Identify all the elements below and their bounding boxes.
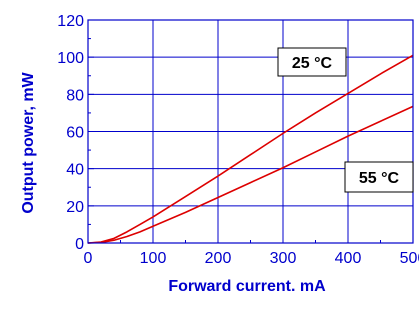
axis-ticks bbox=[87, 19, 414, 244]
series-line-0 bbox=[87, 54, 414, 244]
x-tick-label-0: 0 bbox=[84, 250, 93, 267]
x-tick-label-200: 200 bbox=[205, 250, 232, 267]
y-tick-labels: 0 20 40 60 80 100 120 bbox=[57, 13, 84, 253]
y-tick-label-80: 80 bbox=[66, 87, 84, 104]
y-tick-label-60: 60 bbox=[66, 125, 84, 142]
x-tick-labels: 0 100 200 300 400 500 bbox=[84, 250, 419, 267]
x-tick-label-100: 100 bbox=[140, 250, 167, 267]
y-tick-label-20: 20 bbox=[66, 199, 84, 216]
series-line-1 bbox=[87, 105, 414, 244]
x-tick-label-300: 300 bbox=[270, 250, 297, 267]
label-text-55c: 55 °C bbox=[359, 170, 400, 187]
x-tick-label-400: 400 bbox=[335, 250, 362, 267]
y-tick-label-120: 120 bbox=[57, 13, 84, 30]
y-axis-title: Output power, mW bbox=[20, 71, 37, 213]
grid-lines bbox=[88, 19, 414, 243]
y-tick-label-100: 100 bbox=[57, 50, 84, 67]
label-text-25c: 25 °C bbox=[292, 55, 333, 72]
y-tick-label-0: 0 bbox=[75, 236, 84, 253]
x-axis-title: Forward current. mA bbox=[168, 278, 326, 295]
x-tick-label-500: 500 bbox=[400, 250, 419, 267]
y-tick-label-40: 40 bbox=[66, 162, 84, 179]
series-labels: 25 °C 55 °C bbox=[277, 47, 414, 193]
label-box-25c bbox=[277, 47, 347, 77]
series-curves bbox=[87, 54, 414, 244]
label-box-55c bbox=[344, 161, 414, 193]
